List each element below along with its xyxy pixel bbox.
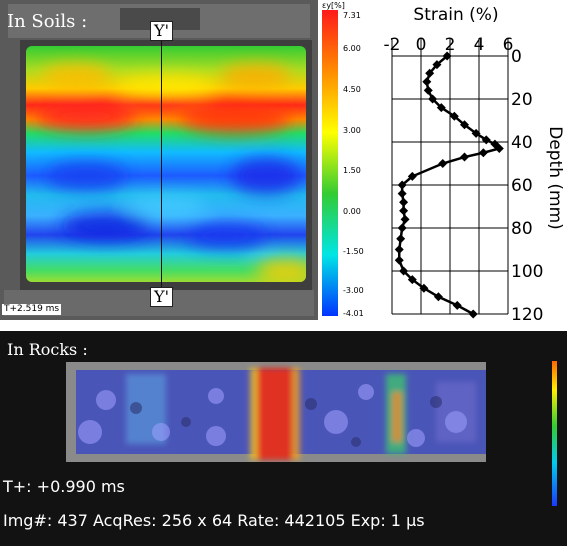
chart-point [468,309,478,319]
chart-x-tick-label: 4 [474,35,485,55]
chart-y-tick-label: 20 [511,90,533,110]
strain-field-heatmap [26,46,306,282]
colorbar-tick: 6.00 [343,44,361,53]
chart-x-axis-label: Strain (%) [413,5,498,25]
rock-acquisition-info: Img#: 437 AcqRes: 256 x 64 Rate: 442105 … [3,511,425,530]
chart-point [394,255,404,265]
rock-time-label: T+: +0.990 ms [3,477,125,496]
chart-point [452,300,462,310]
chart-point [490,139,500,149]
chart-x-tick-label: -2 [384,35,401,55]
chart-point [422,77,432,87]
chart-point [397,180,407,190]
chart-point [478,148,488,158]
chart-point [436,103,446,113]
soils-title: In Soils : [7,11,88,32]
chart-y-tick-label: 40 [511,133,533,153]
section-marker-top: Y' [150,21,173,41]
chart-point [460,152,469,162]
rock-colorbar [552,361,557,506]
chart-point [419,283,429,293]
chart-point [460,120,469,130]
chart-point [494,143,504,153]
chart-point [481,135,491,145]
chart-point [394,245,404,254]
strain-colorbar [322,10,338,316]
chart-point [471,128,481,138]
chart-grid [391,38,509,315]
chart-y-tick-label: 100 [511,262,543,282]
colorbar-tick: 4.50 [343,85,361,94]
chart-point [432,60,442,70]
chart-point [442,51,452,61]
chart-point [400,214,410,224]
chart-x-ticks: -2 0 2 4 6 [384,35,514,55]
strain-depth-chart: Strain (%) Depth (mm) -2 0 2 4 6 02040608010… [384,5,565,325]
chart-y-tick-label: 120 [511,305,543,325]
chart-y-ticks: 0 20 40 60 80 100 120 [511,47,543,325]
colorbar-tick: -4.01 [343,309,364,318]
colorbar-unit-label: εy[%] [322,1,345,10]
chart-y-tick-label: 0 [511,47,522,67]
chart-y-tick-label: 80 [511,219,533,239]
soil-image-panel: Y' Y' In Soils : T+2.519 ms [0,0,318,320]
chart-point [397,189,407,199]
chart-x-tick-label: 6 [503,35,514,55]
colorbar-tick: -3.00 [343,286,364,295]
rock-strain-map [66,362,486,462]
strain-field-map [26,46,306,282]
rock-image-panel: In Rocks : [0,331,567,546]
chart-point [397,223,407,233]
chart-point [396,234,406,244]
soil-time-label: T+2.519 ms [2,304,62,315]
section-marker-bottom: Y' [150,287,173,307]
section-line [161,40,162,290]
chart-point [438,159,448,168]
chart-point [449,111,459,121]
chart-point [399,266,409,276]
chart-point [433,292,443,302]
chart-x-tick-label: 2 [445,35,456,55]
chart-y-tick-label: 60 [511,176,533,196]
chart-point [407,171,417,181]
colorbar-tick: 3.00 [343,126,361,135]
chart-y-axis-label: Depth (mm) [545,126,565,230]
colorbar-tick: 1.50 [343,166,361,175]
colorbar-tick: 0.00 [343,207,361,216]
chart-point [423,85,433,95]
chart-point [399,206,409,216]
colorbar-tick: 7.31 [343,11,361,20]
chart-points [394,51,504,319]
chart-point [428,94,438,104]
colorbar-tick: -1.50 [343,247,364,256]
chart-point [399,197,409,207]
chart-point [425,68,435,78]
rock-strain-heatmap [66,362,486,462]
chart-x-tick-label: 0 [416,35,427,55]
rocks-title: In Rocks : [7,340,88,359]
chart-point [407,275,417,285]
